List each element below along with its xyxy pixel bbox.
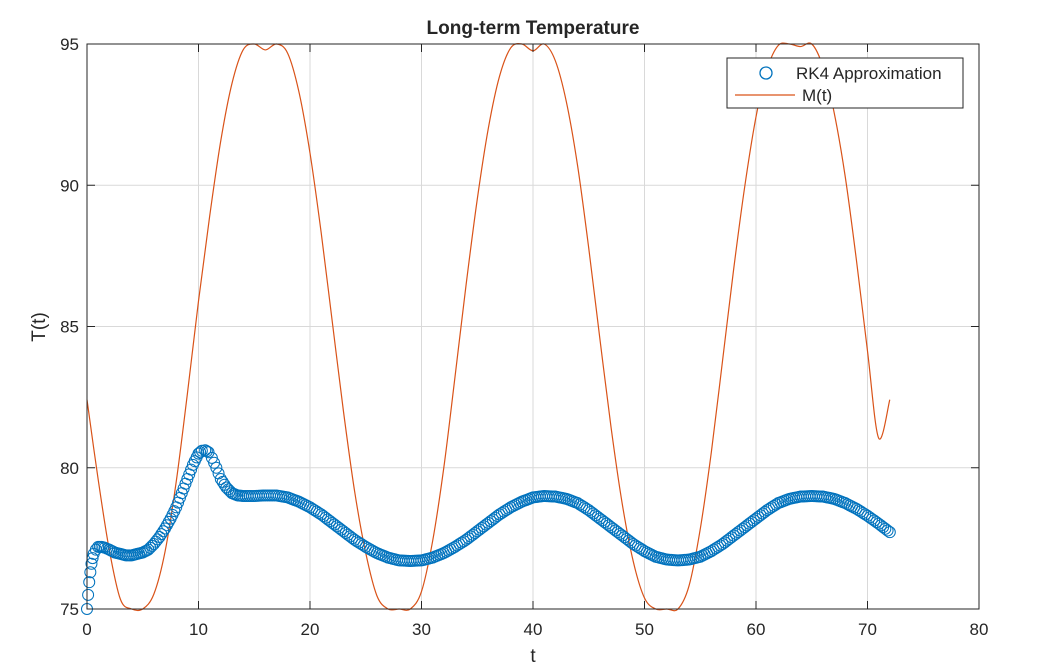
rk4-point bbox=[162, 515, 175, 528]
rk4-point bbox=[489, 511, 502, 524]
rk4-point bbox=[344, 530, 357, 543]
rk4-point bbox=[199, 444, 212, 457]
legend-rk4-marker bbox=[759, 66, 773, 80]
legend: RK4 Approximation M(t) bbox=[726, 57, 964, 109]
x-tick-label: 30 bbox=[412, 620, 431, 639]
series-m-path bbox=[86, 42, 891, 612]
y-axis-label: T(t) bbox=[29, 312, 50, 342]
y-tick-label: 90 bbox=[60, 176, 79, 195]
x-tick-label: 80 bbox=[970, 620, 989, 639]
chart-title: Long-term Temperature bbox=[427, 18, 640, 39]
y-tick-label: 85 bbox=[60, 318, 79, 337]
rk4-point bbox=[622, 534, 635, 547]
rk4-point bbox=[192, 447, 205, 460]
x-tick-label: 0 bbox=[82, 620, 91, 639]
rk4-point bbox=[160, 519, 173, 532]
x-tick-label: 50 bbox=[635, 620, 654, 639]
y-tick-label: 95 bbox=[60, 35, 79, 54]
rk4-point bbox=[84, 566, 97, 579]
series-m-line bbox=[86, 42, 891, 612]
x-tick-labels: 0 10 20 30 40 50 60 70 80 bbox=[82, 620, 988, 639]
x-tick-label: 70 bbox=[858, 620, 877, 639]
rk4-point bbox=[194, 446, 207, 459]
x-tick-label: 60 bbox=[747, 620, 766, 639]
rk4-point bbox=[159, 522, 172, 535]
rk4-point bbox=[83, 576, 96, 589]
rk4-point bbox=[157, 525, 170, 538]
rk4-point bbox=[756, 507, 769, 520]
grid-lines bbox=[87, 44, 979, 609]
legend-rk4-label: RK4 Approximation bbox=[796, 64, 942, 83]
legend-m-label: M(t) bbox=[802, 86, 832, 105]
y-tick-label: 80 bbox=[60, 459, 79, 478]
x-tick-label: 40 bbox=[524, 620, 543, 639]
rk4-point bbox=[883, 526, 896, 539]
rk4-point bbox=[85, 557, 98, 570]
x-tick-label: 10 bbox=[189, 620, 208, 639]
rk4-point bbox=[82, 588, 95, 601]
rk4-point bbox=[881, 524, 894, 537]
y-tick-labels: 75 80 85 90 95 bbox=[60, 35, 79, 619]
x-axis-label: t bbox=[530, 646, 536, 667]
axis-ticks bbox=[86, 43, 980, 610]
legend-box bbox=[726, 57, 964, 109]
series-rk4-markers bbox=[81, 444, 896, 615]
rk4-point bbox=[202, 446, 215, 459]
y-tick-label: 75 bbox=[60, 600, 79, 619]
rk4-point bbox=[210, 461, 223, 474]
rk4-point bbox=[879, 522, 892, 535]
x-tick-label: 20 bbox=[301, 620, 320, 639]
